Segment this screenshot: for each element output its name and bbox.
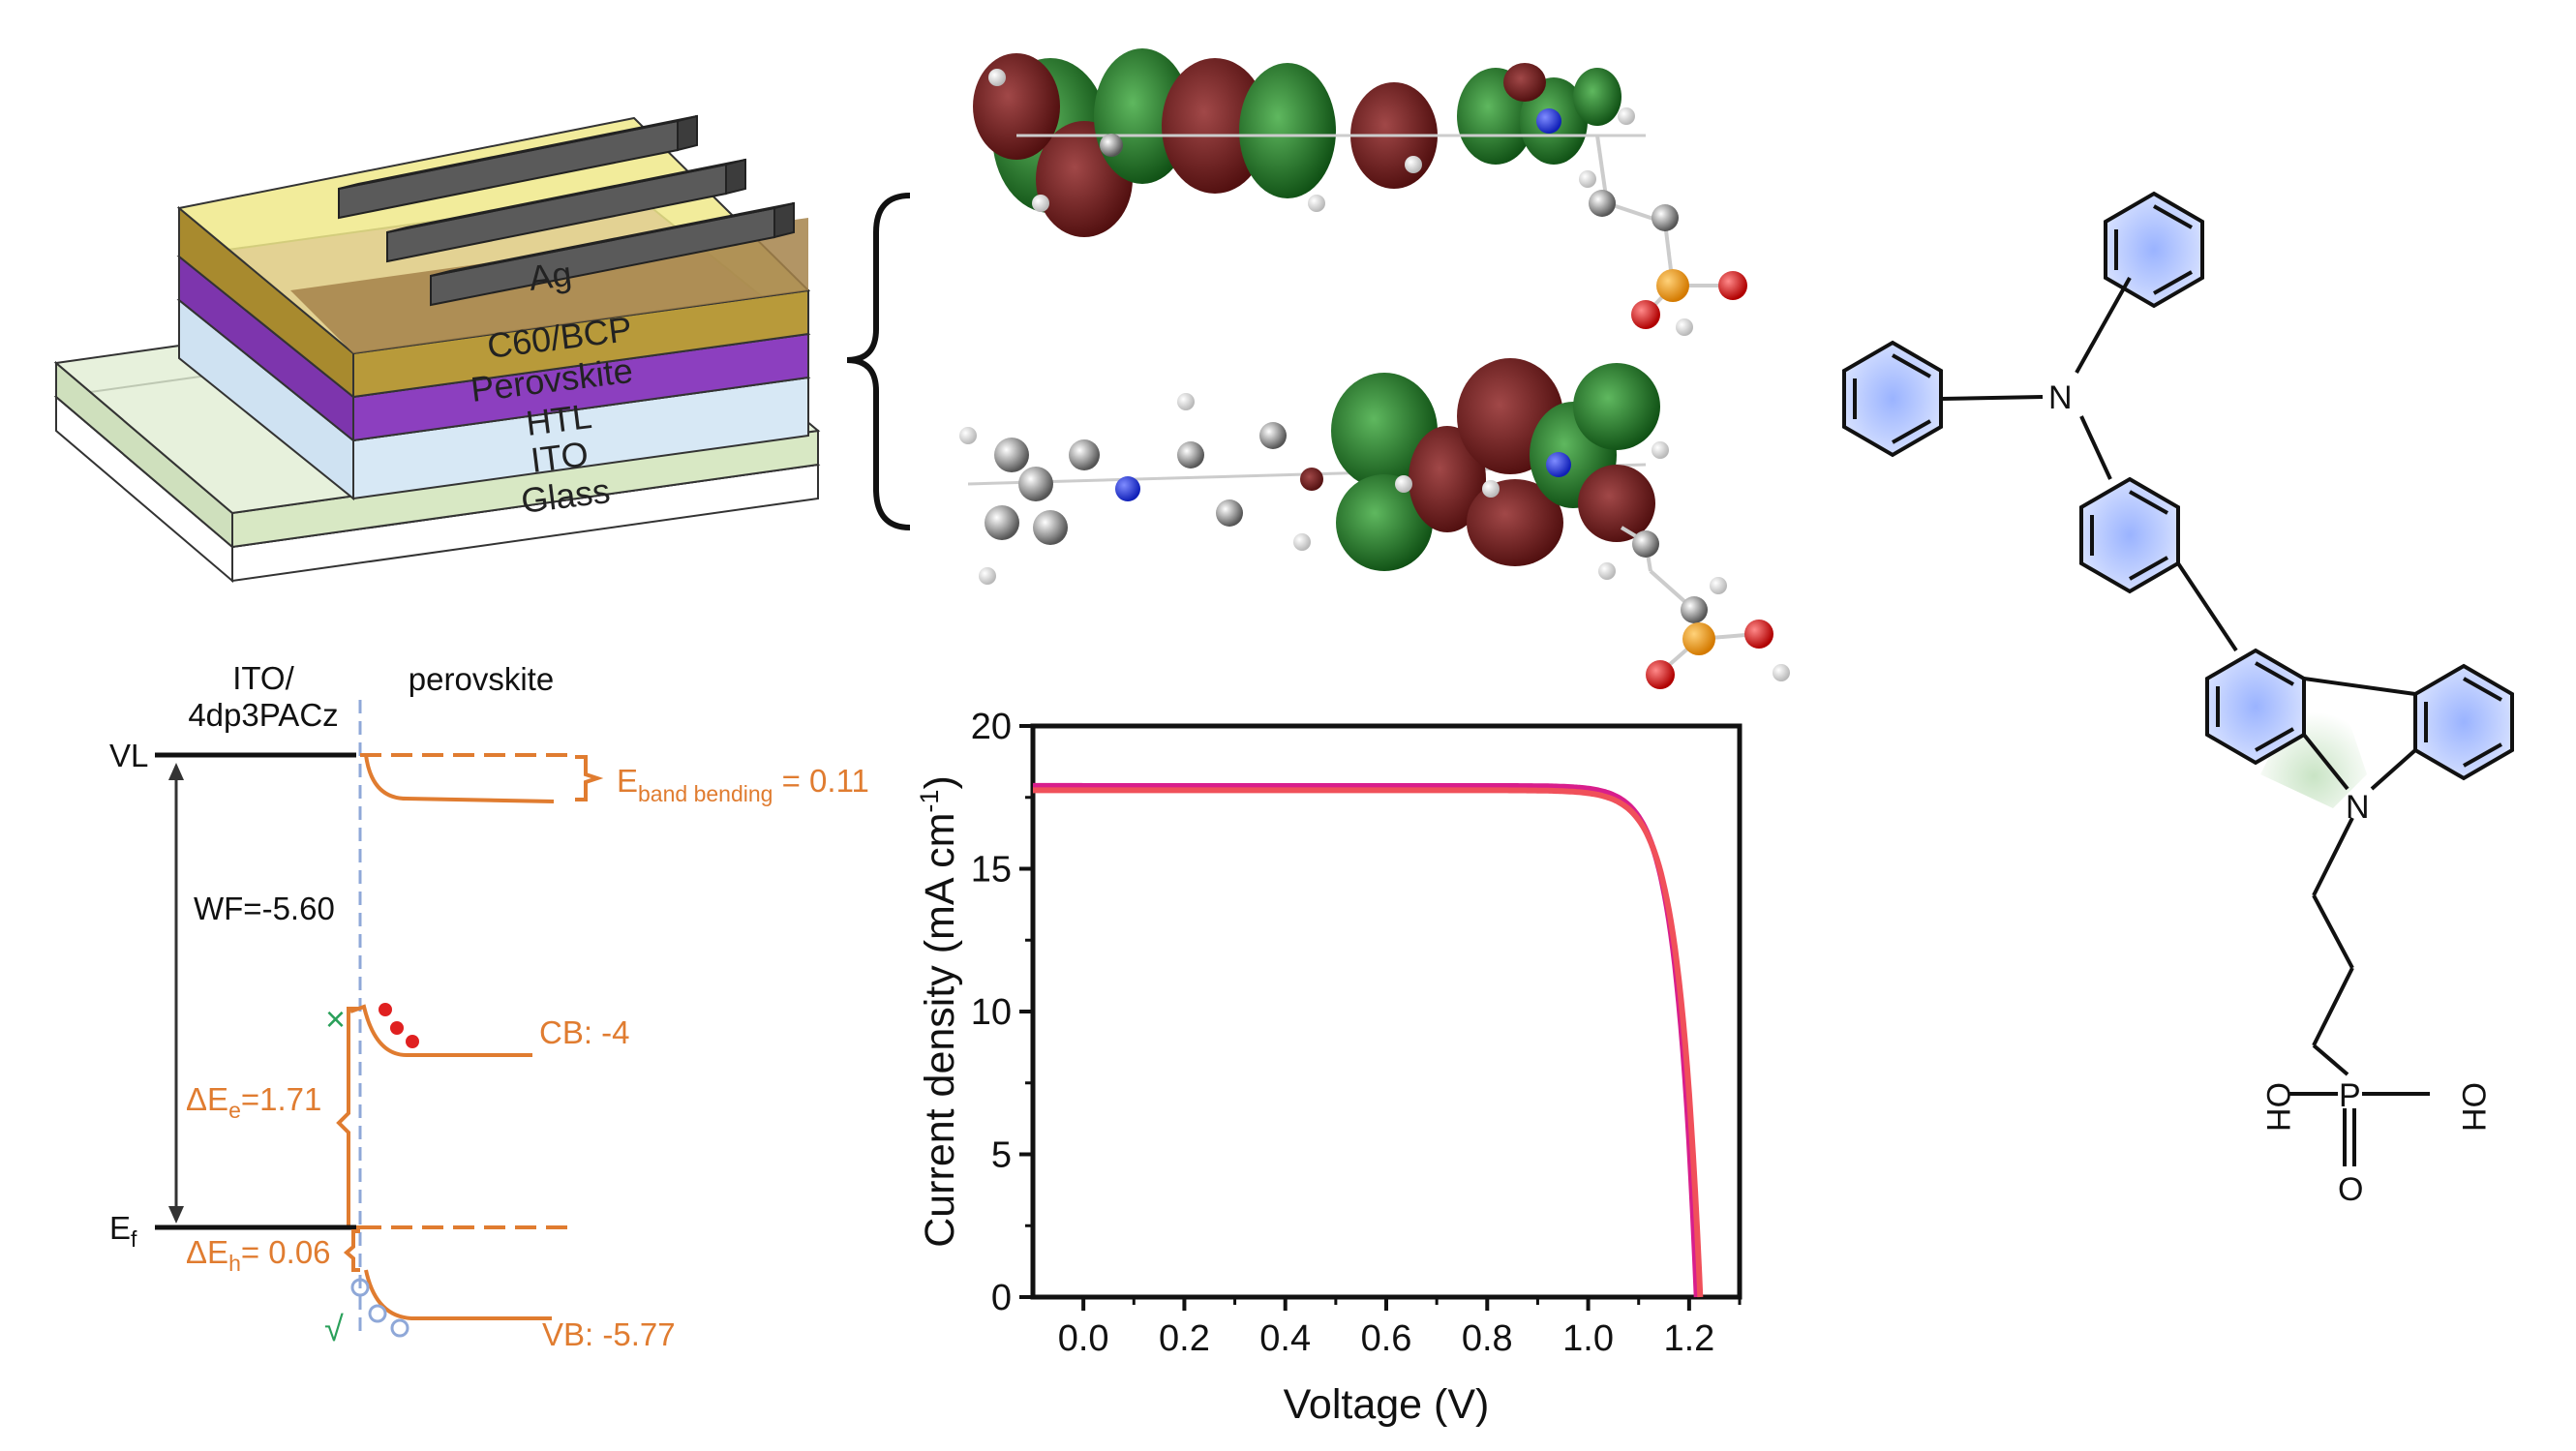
atom-label-oh-right: OH xyxy=(2455,1082,2492,1132)
band-bending-brace xyxy=(575,755,604,801)
layer-label-htl: HTL xyxy=(524,396,594,443)
axis-ticks: 0.0 0.2 0.4 0.6 0.8 1.0 1.2 0 5 10 15 20 xyxy=(971,707,1742,1359)
delta-eh-label: ΔEh= 0.06 xyxy=(186,1234,331,1276)
wf-arrow-head-top xyxy=(168,763,184,780)
x-tick-label: 1.0 xyxy=(1562,1318,1614,1359)
hole xyxy=(390,1318,409,1338)
atom-label-n-carbazole: N xyxy=(2346,789,2370,826)
layer-label-ito: ITO xyxy=(529,434,591,480)
cb-curve xyxy=(349,1004,532,1057)
vl-band-bending-curve xyxy=(364,754,555,803)
electron xyxy=(379,1003,392,1016)
hole xyxy=(350,1278,370,1297)
ag-bar xyxy=(430,201,795,307)
cb-label: CB: -4 xyxy=(539,1014,630,1050)
hole-pass-mark: √ xyxy=(324,1309,344,1348)
x-tick-label: 0.0 xyxy=(1058,1318,1109,1359)
x-tick-label: 1.2 xyxy=(1663,1318,1714,1359)
electron xyxy=(406,1035,419,1048)
ag-bar xyxy=(386,158,746,263)
phenylene-ring xyxy=(2079,476,2180,594)
y-tick-label: 0 xyxy=(991,1278,1012,1318)
x-axis-label: Voltage (V) xyxy=(1284,1381,1490,1428)
phenyl-ring xyxy=(2104,191,2204,309)
wf-arrow-head-bottom xyxy=(168,1206,184,1224)
electron xyxy=(390,1021,404,1035)
molecular-orbital-renderings xyxy=(959,48,1790,689)
x-tick-label: 0.8 xyxy=(1462,1318,1513,1359)
device-stack-illustration: Ag C60/BCP Perovskite HTL ITO Glass xyxy=(53,114,821,584)
vl-label: VL xyxy=(109,738,148,773)
perovskite-header: perovskite xyxy=(409,661,554,697)
y-axis-label: Current density (mA cm-1) xyxy=(915,775,963,1248)
x-tick-label: 0.6 xyxy=(1361,1318,1412,1359)
ag-bar xyxy=(338,114,698,220)
ag-electrodes xyxy=(338,114,795,307)
electron-blocked-mark: × xyxy=(325,999,346,1039)
delta-ee-label: ΔEe=1.71 xyxy=(186,1081,321,1123)
x-tick-label: 0.2 xyxy=(1159,1318,1210,1359)
y-tick-label: 15 xyxy=(971,850,1012,891)
phenyl-ring xyxy=(1842,340,1943,458)
interface-header-line1: ITO/ xyxy=(232,660,294,696)
energy-level-diagram: ITO/ 4dp3PACz perovskite VL Eband bendin… xyxy=(109,660,869,1352)
atom-label-p: P xyxy=(2339,1077,2361,1114)
vb-label: VB: -5.77 xyxy=(542,1316,676,1352)
series-group xyxy=(1032,782,1704,1298)
layer-label-ag: Ag xyxy=(527,254,574,298)
delta-ee-brace xyxy=(336,1007,360,1229)
vb-curve xyxy=(364,1269,552,1320)
curly-brace xyxy=(846,193,911,530)
interface-header-line2: 4dp3PACz xyxy=(188,697,338,733)
carbazole-unit xyxy=(2205,648,2514,808)
y-tick-label: 5 xyxy=(991,1135,1012,1176)
y-tick-label: 10 xyxy=(971,992,1012,1033)
jv-curve-chart: 0.0 0.2 0.4 0.6 0.8 1.0 1.2 0 5 10 15 20 Voltage (V… xyxy=(915,707,1743,1428)
band-bending-label: Eband bending = 0.11 xyxy=(617,763,869,806)
x-tick-label: 0.4 xyxy=(1259,1318,1311,1359)
wf-label: WF=-5.60 xyxy=(194,891,335,926)
chemical-structure-4dp3pacz: N N P OH OH O xyxy=(1842,191,2514,1208)
homo-orbital xyxy=(973,48,1747,336)
atom-label-o-double: O xyxy=(2338,1171,2363,1208)
delta-eh-brace xyxy=(343,1229,360,1272)
ef-label: Ef xyxy=(109,1210,137,1252)
y-tick-label: 20 xyxy=(971,707,1012,747)
lumo-orbital xyxy=(959,358,1790,689)
atom-label-n-amine: N xyxy=(2048,379,2073,416)
jv-series-line xyxy=(1032,782,1700,1298)
jv-series-line xyxy=(1032,787,1704,1298)
hole xyxy=(368,1304,387,1323)
atom-label-oh-left: OH xyxy=(2259,1082,2296,1132)
